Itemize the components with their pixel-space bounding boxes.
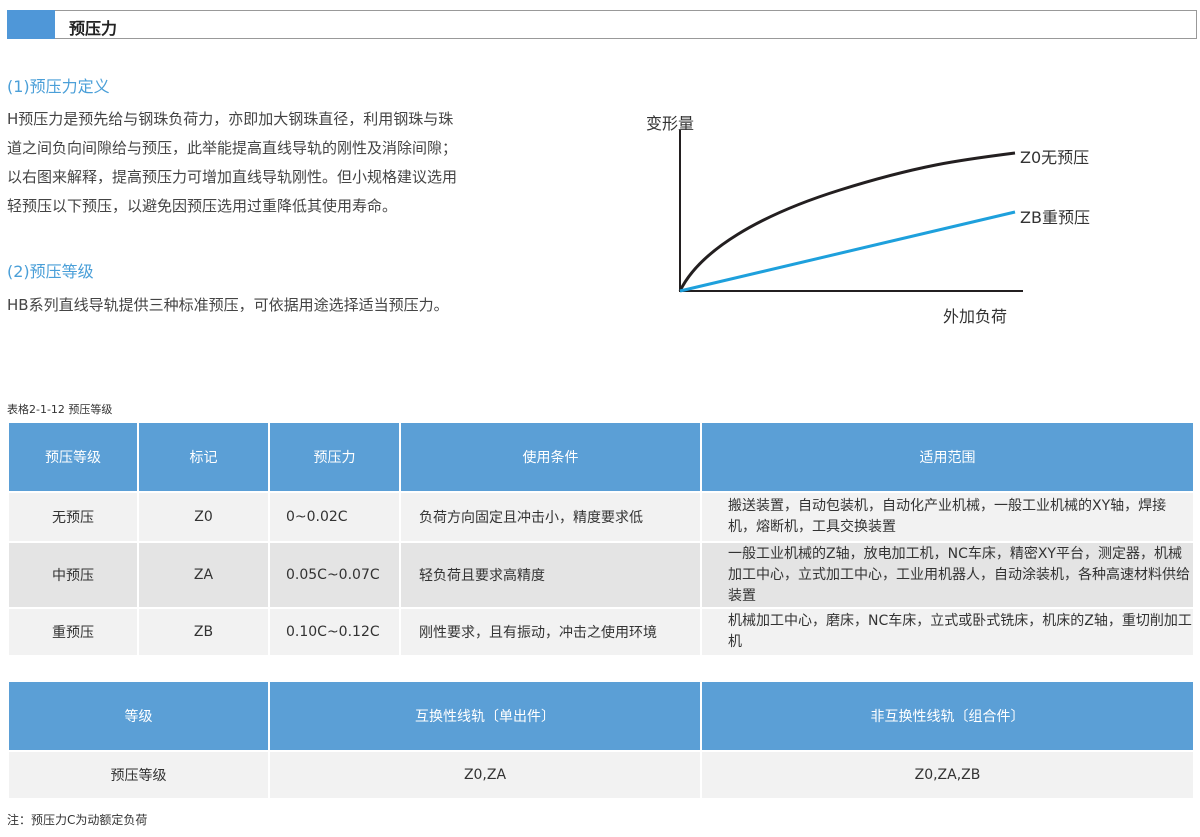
cell: 轻负荷且要求高精度 [399, 541, 702, 609]
para-line: H预压力是预先给与钢珠负荷力，亦即加大钢珠直径，利用钢珠与珠 [7, 110, 454, 128]
col-header: 预压力 [268, 421, 401, 493]
preload-grade-table: 预压等级 标记 预压力 使用条件 适用范围 无预压 Z0 0~0.02C 负荷方… [7, 421, 1195, 657]
cell: ZA [137, 541, 270, 609]
para-line: 以右图来解释，提高预压力可增加直线导轨刚性。但小规格建议选用 [7, 168, 458, 186]
col-header: 标记 [137, 421, 270, 493]
cell: 负荷方向固定且冲击小，精度要求低 [399, 491, 702, 543]
zb-line [679, 210, 1016, 293]
para-line: 道之间负向间隙给与预压，此举能提高直线导轨的刚性及消除间隙； [7, 139, 458, 157]
table-row: 重预压 ZB 0.10C~0.12C 刚性要求，且有振动，冲击之使用环境 机械加… [7, 607, 1195, 657]
col-header: 使用条件 [399, 421, 702, 493]
grade-compatibility-table: 等级 互换性线轨〔单出件〕 非互换性线轨〔组合件〕 预压等级 Z0,ZA Z0,… [7, 680, 1195, 800]
cell: 预压等级 [7, 750, 270, 800]
footnote: 注：预压力C为动额定负荷 [7, 813, 148, 827]
cell: Z0 [137, 491, 270, 543]
zb-label: ZB重预压 [1020, 208, 1090, 227]
para-line: 轻预压以下预压，以避免因预压选用过重降低其使用寿命。 [7, 197, 398, 215]
table-row: 无预压 Z0 0~0.02C 负荷方向固定且冲击小，精度要求低 搬送装置，自动包… [7, 491, 1195, 543]
cell: 中预压 [7, 541, 139, 609]
section2-paragraph: HB系列直线导轨提供三种标准预压，可依据用途选择适当预压力。 [7, 296, 449, 314]
header-accent-block [7, 10, 55, 39]
preload-diagram [678, 130, 1023, 293]
col-header: 互换性线轨〔单出件〕 [268, 680, 702, 752]
z0-label: Z0无预压 [1020, 148, 1090, 167]
cell: ZB [137, 607, 270, 657]
col-header: 适用范围 [700, 421, 1195, 493]
cell: 搬送装置，自动包装机，自动化产业机械，一般工业机械的XY轴，焊接机，熔断机，工具… [700, 491, 1195, 543]
section1-heading: (1)预压力定义 [7, 77, 110, 96]
page-title: 预压力 [69, 19, 118, 38]
col-header: 预压等级 [7, 421, 139, 493]
cell: Z0,ZA [268, 750, 702, 800]
cell: 一般工业机械的Z轴，放电加工机，NC车床，精密XY平台，测定器，机械加工中心，立… [700, 541, 1195, 609]
section2-heading: (2)预压等级 [7, 262, 94, 281]
table-caption: 表格2-1-12 预压等级 [7, 403, 113, 416]
cell: 机械加工中心，磨床，NC车床，立式或卧式铣床，机床的Z轴，重切削加工机 [700, 607, 1195, 657]
cell: 无预压 [7, 491, 139, 543]
section1-paragraph: H预压力是预先给与钢珠负荷力，亦即加大钢珠直径，利用钢珠与珠 道之间负向间隙给与… [7, 105, 567, 221]
table-row: 中预压 ZA 0.05C~0.07C 轻负荷且要求高精度 一般工业机械的Z轴，放… [7, 541, 1195, 609]
col-header: 等级 [7, 680, 270, 752]
x-axis-label: 外加负荷 [943, 307, 1008, 326]
cell: 刚性要求，且有振动，冲击之使用环境 [399, 607, 702, 657]
cell: 0.05C~0.07C [268, 541, 401, 609]
table-row: 预压等级 Z0,ZA Z0,ZA,ZB [7, 750, 1195, 800]
z0-curve [678, 151, 1016, 292]
cell: 0~0.02C [268, 491, 401, 543]
cell: 0.10C~0.12C [268, 607, 401, 657]
table-header-row: 等级 互换性线轨〔单出件〕 非互换性线轨〔组合件〕 [7, 680, 1195, 752]
col-header: 非互换性线轨〔组合件〕 [700, 680, 1195, 752]
table-header-row: 预压等级 标记 预压力 使用条件 适用范围 [7, 421, 1195, 493]
y-axis-label: 变形量 [646, 114, 695, 133]
cell: Z0,ZA,ZB [700, 750, 1195, 800]
cell: 重预压 [7, 607, 139, 657]
section-header: 预压力 [7, 10, 1197, 39]
